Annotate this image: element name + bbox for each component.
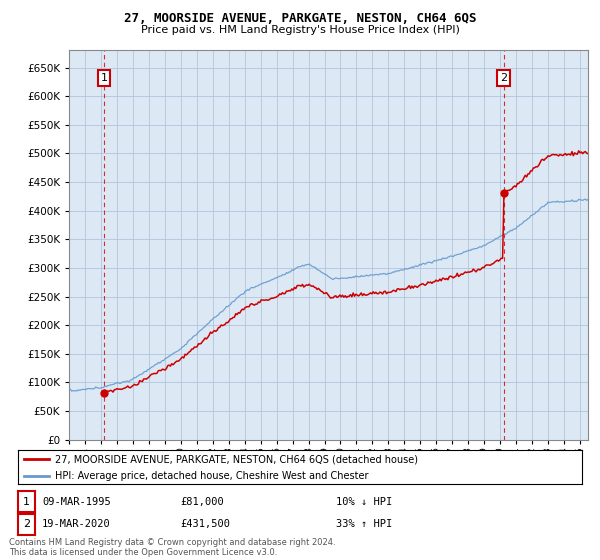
- Text: 27, MOORSIDE AVENUE, PARKGATE, NESTON, CH64 6QS (detached house): 27, MOORSIDE AVENUE, PARKGATE, NESTON, C…: [55, 454, 418, 464]
- Text: HPI: Average price, detached house, Cheshire West and Chester: HPI: Average price, detached house, Ches…: [55, 471, 368, 480]
- Text: £431,500: £431,500: [180, 519, 230, 529]
- Text: 1: 1: [23, 497, 30, 507]
- Text: 10% ↓ HPI: 10% ↓ HPI: [336, 497, 392, 507]
- Text: £81,000: £81,000: [180, 497, 224, 507]
- Text: 2: 2: [23, 519, 30, 529]
- Text: 27, MOORSIDE AVENUE, PARKGATE, NESTON, CH64 6QS: 27, MOORSIDE AVENUE, PARKGATE, NESTON, C…: [124, 12, 476, 25]
- Text: 2: 2: [500, 73, 507, 83]
- Text: Price paid vs. HM Land Registry's House Price Index (HPI): Price paid vs. HM Land Registry's House …: [140, 25, 460, 35]
- Text: 1: 1: [100, 73, 107, 83]
- Text: 09-MAR-1995: 09-MAR-1995: [42, 497, 111, 507]
- Text: Contains HM Land Registry data © Crown copyright and database right 2024.
This d: Contains HM Land Registry data © Crown c…: [9, 538, 335, 557]
- Text: 19-MAR-2020: 19-MAR-2020: [42, 519, 111, 529]
- Text: 33% ↑ HPI: 33% ↑ HPI: [336, 519, 392, 529]
